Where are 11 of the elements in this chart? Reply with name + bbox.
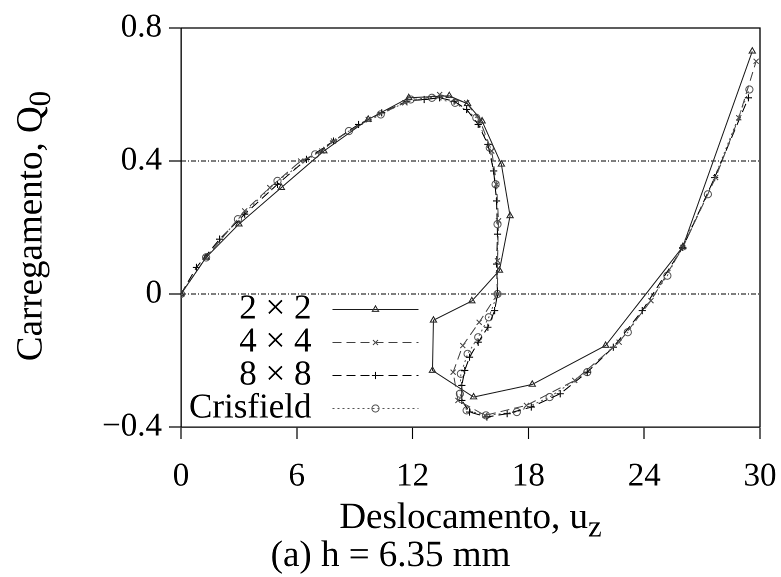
y-tick-label: −0.4 (102, 408, 162, 444)
y-tick-label: 0.4 (120, 142, 162, 178)
x-tick-label: 12 (396, 457, 430, 494)
x-tick-label: 6 (288, 457, 306, 494)
x-tick-label: 30 (744, 457, 776, 494)
x-tick-label: 24 (628, 457, 661, 494)
y-tick-label: 0.8 (120, 8, 162, 45)
text: (a) h = 6.35 mm (270, 534, 510, 575)
x-tick-label: 0 (172, 457, 190, 494)
y-tick-label: 0 (146, 274, 162, 311)
x-tick-label: 18 (512, 457, 545, 494)
